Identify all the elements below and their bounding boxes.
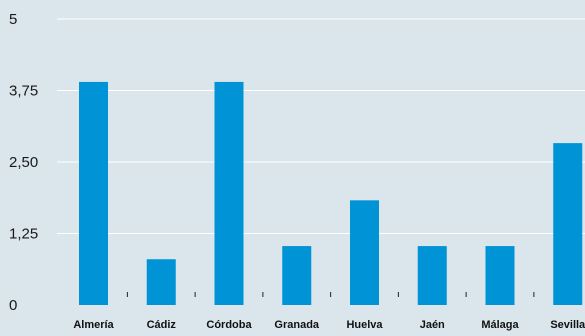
bar-cádiz [146,259,176,305]
y-tick-label: 3,75 [9,83,38,100]
y-tick-label: 5 [9,11,17,28]
bar-sevilla [553,143,583,305]
x-tick-label: Córdoba [206,319,252,331]
x-tick-label: Cádiz [147,319,177,331]
bar-almería [79,81,108,305]
x-axis-tick-marks [126,292,535,297]
bar-granada [282,246,312,305]
bar-jaén [417,246,447,305]
x-tick-label: Granada [274,319,320,331]
y-tick-label: 0 [9,297,17,314]
grid-lines [57,18,585,234]
y-tick-label: 2,50 [9,154,38,171]
x-tick-label: Huelva [346,319,383,331]
x-tick-label: Jaén [420,319,445,331]
y-tick-label: 1,25 [9,226,38,243]
y-axis-ticks: 0 1,25 2,50 3,75 5 [9,11,38,314]
bar-córdoba [214,81,244,305]
bar-huelva [350,200,379,305]
x-tick-label: Almería [73,319,114,331]
x-tick-label: Sevilla [550,319,585,331]
bar-málaga [485,246,515,305]
x-tick-label: Málaga [481,319,519,331]
x-axis-labels: Almería Cádiz Córdoba Granada Huelva Jaén Mála… [73,319,585,331]
bars [79,81,583,305]
